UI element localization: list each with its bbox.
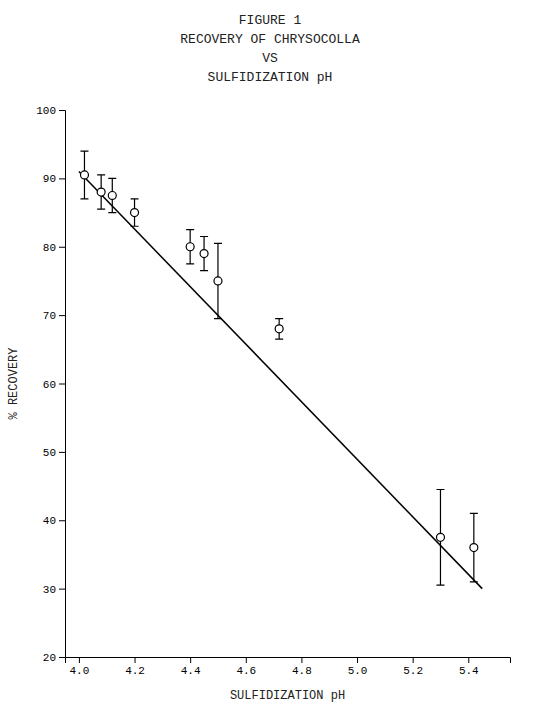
- data-point: [80, 171, 88, 179]
- data-point: [200, 250, 208, 258]
- title-block: FIGURE 1 RECOVERY OF CHRYSOCOLLA VS SULFIDI…: [180, 13, 360, 85]
- tick-mark: [190, 657, 191, 663]
- tick-mark: [79, 657, 80, 663]
- tick: 90: [43, 173, 65, 185]
- x-axis: 4.0 4.2 4.4 4.6 4.8 5.0 5.2 5.4: [66, 657, 511, 677]
- title: RECOVERY OF CHRYSOCOLLA: [180, 32, 360, 47]
- error-bar: [214, 243, 222, 318]
- tick-label: 30: [43, 584, 56, 596]
- tick: 5.4: [459, 657, 479, 677]
- tick: 4.6: [236, 657, 256, 677]
- tick-label: 4.4: [181, 665, 201, 677]
- tick: 60: [43, 379, 65, 391]
- tick-label: 100: [36, 105, 56, 117]
- tick: 40: [43, 515, 65, 527]
- tick: 4.4: [181, 657, 201, 677]
- tick-mark: [59, 589, 65, 590]
- tick: 80: [43, 242, 65, 254]
- tick-mark: [59, 384, 65, 385]
- tick-label: 40: [43, 515, 56, 527]
- plot-area: 4.0 4.2 4.4 4.6 4.8 5.0 5.2 5.4 20 30 40 50 60 70 80 90…: [7, 105, 511, 703]
- tick-mark: [59, 452, 65, 453]
- y-axis-label: % RECOVERY: [7, 347, 21, 419]
- error-bar: [275, 319, 283, 340]
- error-bar: [97, 175, 105, 209]
- tick-label: 90: [43, 173, 56, 185]
- tick-mark: [59, 520, 65, 521]
- tick-label: 5.0: [348, 665, 368, 677]
- error-bar: [80, 151, 88, 199]
- tick: 5.0: [348, 657, 368, 677]
- tick-mark: [468, 657, 469, 663]
- error-bar: [108, 178, 116, 212]
- data-point: [214, 277, 222, 285]
- tick: 100: [36, 105, 65, 117]
- tick: 30: [43, 584, 65, 596]
- tick-mark: [135, 657, 136, 663]
- data-point: [108, 191, 116, 199]
- data-point: [436, 533, 444, 541]
- error-bar: [131, 199, 139, 226]
- tick-label: 4.6: [236, 665, 256, 677]
- tick: 4.8: [292, 657, 312, 677]
- axis-line: [66, 658, 511, 664]
- data-point: [275, 325, 283, 333]
- tick: 4.0: [70, 657, 90, 677]
- tick-mark: [59, 657, 65, 658]
- tick-label: 60: [43, 379, 56, 391]
- marks: [79, 151, 482, 589]
- tick: 20: [43, 652, 65, 664]
- x-axis-label: SULFIDIZATION pH: [230, 689, 345, 703]
- data-point: [131, 209, 139, 217]
- axis-line: [59, 111, 66, 658]
- data-point: [470, 544, 478, 552]
- tick-label: 5.4: [459, 665, 479, 677]
- tick: 4.2: [125, 657, 145, 677]
- tick-label: 4.0: [70, 665, 90, 677]
- data-point: [97, 188, 105, 196]
- tick-mark: [413, 657, 414, 663]
- error-bar: [436, 489, 444, 585]
- y-axis: 20 30 40 50 60 70 80 90 100: [36, 105, 65, 664]
- tick: 50: [43, 447, 65, 459]
- tick-label: 4.2: [125, 665, 145, 677]
- tick-label: 20: [43, 652, 56, 664]
- title: FIGURE 1: [239, 13, 302, 28]
- tick-mark: [301, 657, 302, 663]
- tick-label: 4.8: [292, 665, 312, 677]
- tick: 5.2: [403, 657, 423, 677]
- title: SULFIDIZATION pH: [208, 70, 333, 85]
- tick-mark: [59, 110, 65, 111]
- tick-label: 50: [43, 447, 56, 459]
- error-bar: [470, 513, 478, 581]
- chart: FIGURE 1 RECOVERY OF CHRYSOCOLLA VS SULFIDI…: [0, 0, 540, 717]
- tick: 70: [43, 310, 65, 322]
- error-bar: [186, 230, 194, 264]
- tick-mark: [59, 315, 65, 316]
- tick-mark: [357, 657, 358, 663]
- tick-mark: [59, 247, 65, 248]
- tick-mark: [59, 178, 65, 179]
- title: VS: [262, 51, 278, 66]
- tick-label: 70: [43, 310, 56, 322]
- fit-line: [79, 172, 482, 589]
- error-bar: [200, 236, 208, 270]
- tick-label: 80: [43, 242, 56, 254]
- data-point: [186, 243, 194, 251]
- tick-mark: [246, 657, 247, 663]
- tick-label: 5.2: [403, 665, 423, 677]
